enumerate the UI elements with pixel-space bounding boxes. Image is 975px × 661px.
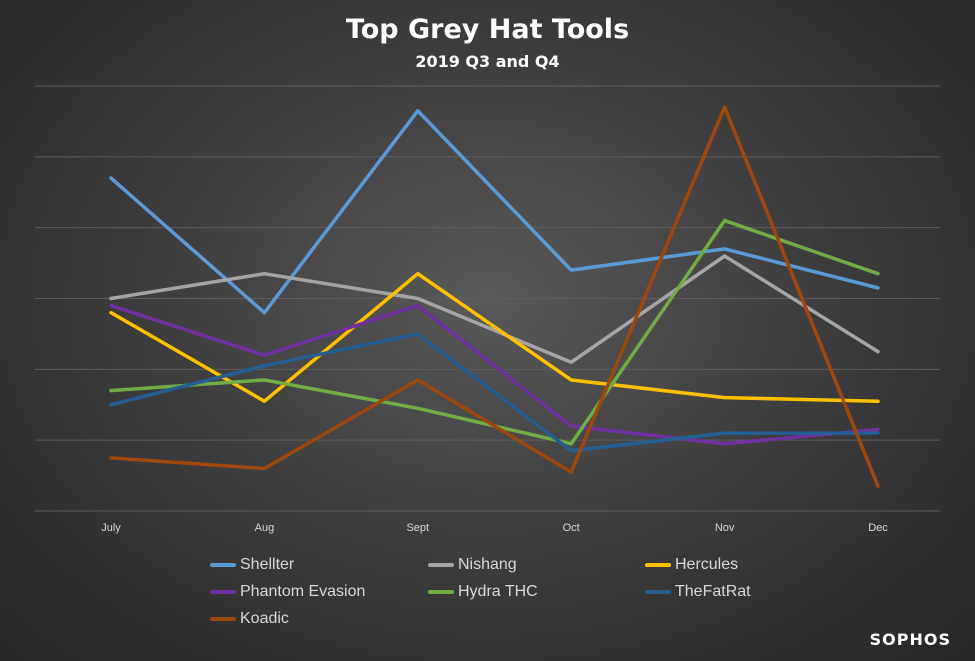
series-line-koadic (109, 105, 880, 488)
series-line-hercules (109, 271, 880, 403)
x-tick-label: July (101, 522, 121, 534)
x-tick-label: Oct (563, 522, 580, 534)
series-line-phantom-evasion (109, 303, 880, 446)
x-tick-label: Nov (715, 522, 735, 534)
series-line-thefatrat (109, 332, 880, 453)
series-line-shellter (109, 109, 880, 315)
series-line-nishang (109, 254, 880, 364)
x-tick-label: Dec (868, 522, 888, 534)
chart-subtitle: 2019 Q3 and Q4 (415, 52, 560, 71)
x-axis-tick-labels: July Aug Sept Oct Nov Dec (101, 522, 888, 534)
series-lines (109, 105, 880, 488)
x-tick-label: Aug (255, 522, 275, 534)
x-tick-label: Sept (406, 522, 429, 534)
sophos-logo: SOPHOS (869, 630, 951, 649)
chart-title: Top Grey Hat Tools (345, 14, 630, 45)
gridlines (35, 85, 940, 512)
